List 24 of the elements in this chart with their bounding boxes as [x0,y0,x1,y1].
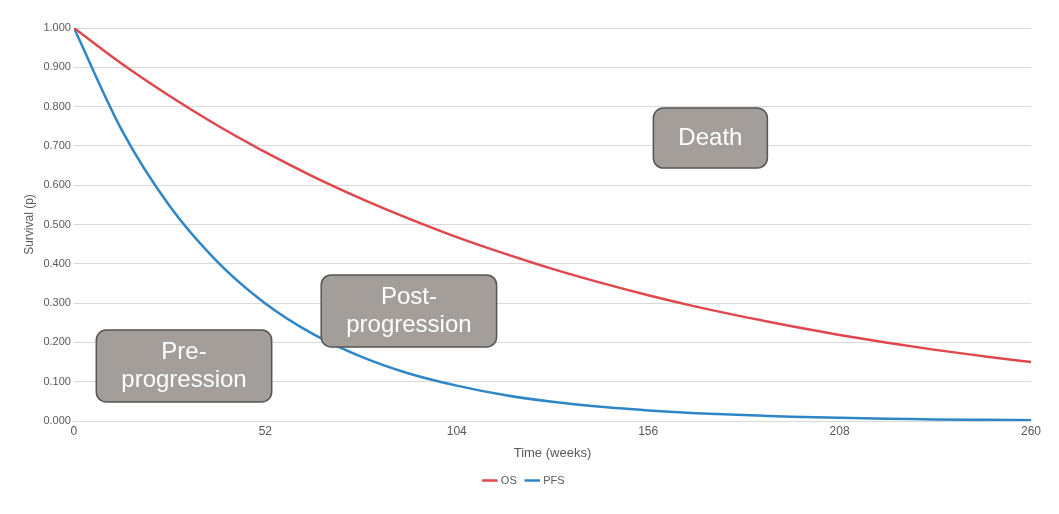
y-tick-label: 0.500 [43,217,71,230]
x-tick-label: 104 [446,423,468,438]
y-tick-label: 0.000 [43,414,71,427]
y-tick-label: 1.000 [43,21,71,34]
x-axis-title: Time (weeks) [513,444,592,460]
x-tick-label: 208 [829,423,850,438]
y-tick-label: 0.200 [43,335,71,348]
y-tick-label: 0.900 [43,60,71,73]
x-tick-label: 52 [258,423,273,438]
x-tick-label: 260 [1020,423,1042,438]
x-tick-label: 156 [638,423,659,438]
legend-label: PFS [543,473,565,486]
x-tick-label: 0 [70,423,78,438]
y-tick-label: 0.300 [43,296,71,309]
y-axis-title: Survival (p) [21,194,36,255]
annotation: Post-progression [346,281,472,337]
y-tick-label: 0.800 [43,99,71,112]
y-tick-label: 0.100 [43,374,71,387]
annotation: Death [678,122,743,150]
legend-label: OS [500,473,517,486]
y-tick-label: 0.400 [43,256,71,269]
y-tick-label: 0.700 [43,138,71,151]
y-tick-label: 0.600 [43,178,71,191]
annotation: Pre-progression [121,336,247,392]
